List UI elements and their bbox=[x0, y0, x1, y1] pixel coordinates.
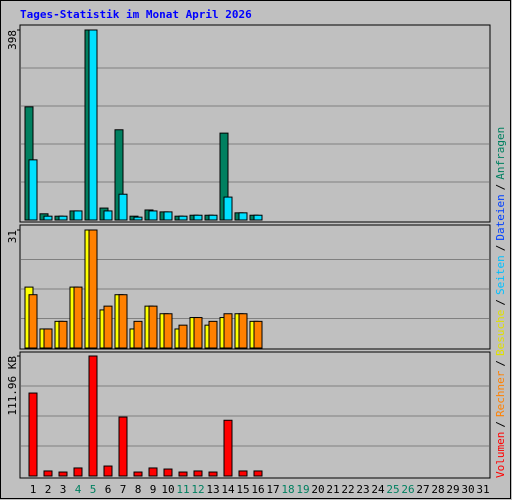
bar bbox=[193, 317, 203, 349]
legend-entry: Seiten bbox=[494, 255, 507, 295]
bar bbox=[163, 211, 173, 221]
x-tick-label: 20 bbox=[311, 483, 324, 496]
legend-entry: Volumen bbox=[494, 432, 507, 478]
bar bbox=[103, 305, 113, 349]
bar bbox=[43, 215, 53, 221]
bar bbox=[148, 210, 158, 221]
bar bbox=[238, 470, 248, 477]
bar bbox=[163, 313, 173, 349]
bar bbox=[253, 320, 263, 349]
x-tick-label: 29 bbox=[446, 483, 459, 496]
bar bbox=[103, 210, 113, 221]
bar bbox=[238, 212, 248, 221]
bar bbox=[223, 196, 233, 221]
bar bbox=[133, 216, 143, 221]
bar bbox=[133, 471, 143, 477]
bar bbox=[118, 294, 128, 349]
x-tick-label: 2 bbox=[45, 483, 52, 496]
bar bbox=[73, 210, 83, 221]
y-tick-label: 31 bbox=[6, 230, 19, 243]
y-tick-label: 398 bbox=[6, 30, 19, 50]
bar bbox=[58, 320, 68, 349]
x-tick-label: 28 bbox=[431, 483, 444, 496]
bar bbox=[43, 470, 53, 477]
bar bbox=[163, 468, 173, 477]
bar bbox=[178, 215, 188, 221]
bar bbox=[253, 470, 263, 477]
x-tick-label: 15 bbox=[236, 483, 249, 496]
legend-separator: / bbox=[494, 184, 507, 191]
legend-separator: / bbox=[494, 421, 507, 428]
bar bbox=[193, 214, 203, 221]
x-tick-label: 4 bbox=[75, 483, 82, 496]
bar bbox=[28, 159, 38, 221]
x-tick-label: 27 bbox=[416, 483, 429, 496]
x-tick-label: 9 bbox=[150, 483, 157, 496]
x-tick-label: 25 bbox=[386, 483, 399, 496]
x-tick-label: 26 bbox=[401, 483, 414, 496]
legend-entry: Rechner bbox=[494, 370, 507, 417]
legend-separator: / bbox=[494, 299, 507, 306]
bar bbox=[133, 320, 143, 349]
x-tick-label: 19 bbox=[296, 483, 309, 496]
x-tick-label: 5 bbox=[90, 483, 97, 496]
bar bbox=[118, 416, 128, 477]
x-tick-label: 16 bbox=[251, 483, 264, 496]
x-tick-label: 3 bbox=[60, 483, 67, 496]
bar bbox=[73, 467, 83, 477]
bar bbox=[223, 419, 233, 477]
legend-entry: Anfragen bbox=[494, 127, 507, 180]
bar bbox=[193, 470, 203, 477]
bar bbox=[73, 286, 83, 349]
x-tick-label: 14 bbox=[221, 483, 235, 496]
x-tick-label: 21 bbox=[326, 483, 339, 496]
panel-frame bbox=[19, 351, 491, 479]
bar bbox=[208, 320, 218, 349]
legend-entry: Besuche bbox=[494, 310, 507, 356]
bar bbox=[178, 324, 188, 349]
chart-title: Tages-Statistik im Monat April 2026 bbox=[20, 8, 252, 21]
x-tick-label: 22 bbox=[341, 483, 354, 496]
legend-separator: / bbox=[494, 245, 507, 252]
x-tick-label: 18 bbox=[281, 483, 294, 496]
x-tick-label: 24 bbox=[371, 483, 385, 496]
bar bbox=[58, 215, 68, 221]
x-tick-label: 7 bbox=[120, 483, 127, 496]
bar bbox=[208, 214, 218, 221]
bar bbox=[88, 29, 98, 221]
x-tick-label: 17 bbox=[266, 483, 279, 496]
y-tick-label: 111.96 KB bbox=[6, 356, 19, 416]
panel-frame bbox=[19, 24, 491, 223]
bar bbox=[28, 294, 38, 349]
bar bbox=[178, 471, 188, 477]
x-tick-label: 1 bbox=[30, 483, 37, 496]
bar bbox=[208, 471, 218, 477]
bar bbox=[28, 392, 38, 477]
x-tick-label: 30 bbox=[461, 483, 474, 496]
x-tick-label: 11 bbox=[176, 483, 189, 496]
legend-separator: / bbox=[494, 360, 507, 367]
bar bbox=[43, 328, 53, 349]
bar bbox=[88, 229, 98, 349]
bar bbox=[238, 313, 248, 349]
x-tick-label: 23 bbox=[356, 483, 369, 496]
x-tick-label: 8 bbox=[135, 483, 142, 496]
x-tick-label: 12 bbox=[191, 483, 204, 496]
bar bbox=[148, 467, 158, 477]
x-tick-label: 13 bbox=[206, 483, 219, 496]
legend-entry: Dateien bbox=[494, 194, 507, 240]
bar bbox=[118, 193, 128, 221]
x-tick-label: 31 bbox=[476, 483, 489, 496]
x-tick-label: 10 bbox=[161, 483, 174, 496]
bar bbox=[148, 305, 158, 349]
legend: Volumen / Rechner / Besuche / Seiten / Dateien / A… bbox=[494, 127, 507, 478]
bar bbox=[88, 355, 98, 477]
bar bbox=[253, 214, 263, 221]
bar bbox=[103, 465, 113, 477]
bar bbox=[223, 313, 233, 349]
bar bbox=[58, 471, 68, 477]
x-tick-label: 6 bbox=[105, 483, 112, 496]
